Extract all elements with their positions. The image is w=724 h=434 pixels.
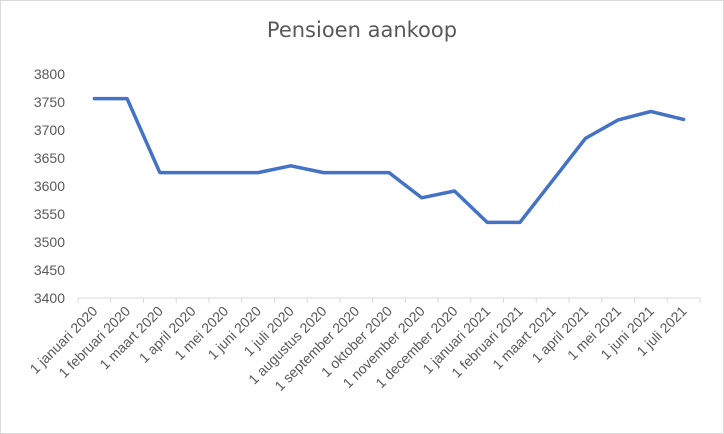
data-point [518,221,521,224]
series-line [92,96,686,225]
data-point [551,179,554,182]
data-point [93,97,96,100]
data-point [355,171,358,174]
data-point [191,171,194,174]
y-tick-label: 3450 [34,262,65,278]
data-point [584,137,587,140]
data-point [289,164,292,167]
data-point [158,171,161,174]
data-point [224,171,227,174]
data-point [486,221,489,224]
y-tick-label: 3400 [34,290,65,306]
y-tick-label: 3700 [34,122,65,138]
data-point [617,118,620,121]
chart-title: Pensioen aankoop [266,18,458,42]
y-tick-label: 3500 [34,234,65,250]
y-tick-label: 3800 [34,66,65,82]
y-tick-label: 3550 [34,206,65,222]
data-point [126,97,129,100]
data-point [420,196,423,199]
data-point [453,190,456,193]
data-point [257,171,260,174]
data-point [682,118,685,121]
y-tick-label: 3750 [34,94,65,110]
y-tick-label: 3650 [34,150,65,166]
data-point [322,171,325,174]
data-point [388,171,391,174]
y-tick-label: 3600 [34,178,65,194]
data-point [649,110,652,113]
